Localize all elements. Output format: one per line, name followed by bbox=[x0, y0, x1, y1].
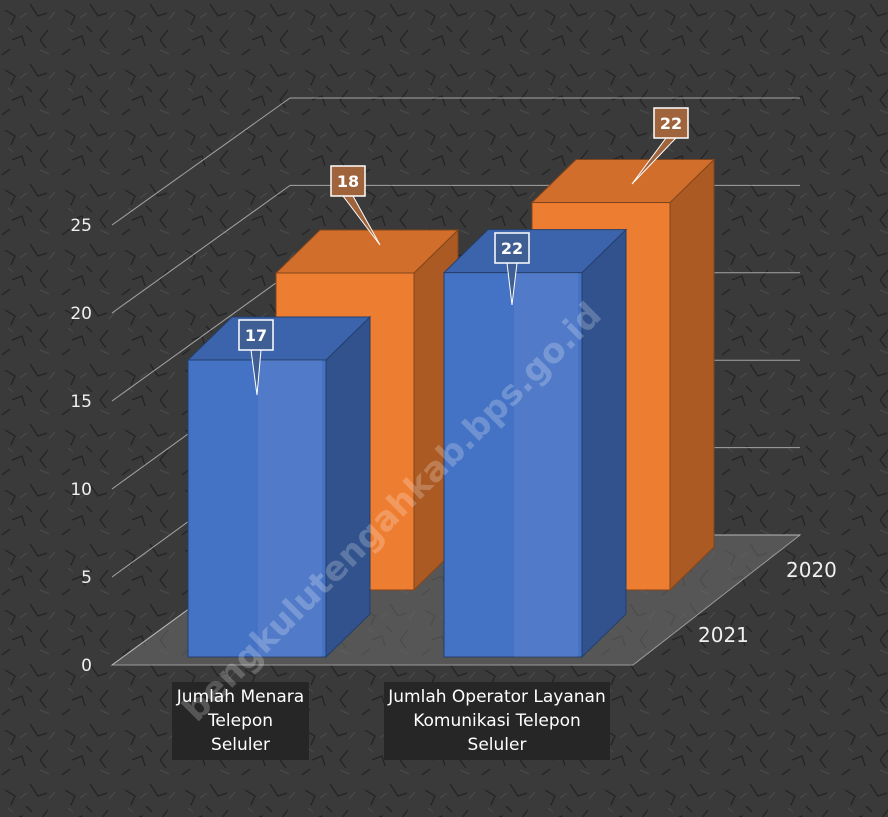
data-label-2021-1-text: 22 bbox=[501, 239, 523, 258]
data-label-2021-1-box bbox=[494, 232, 530, 264]
category-label-line: Telepon bbox=[207, 711, 273, 731]
data-label-2020-0-box bbox=[330, 165, 366, 197]
bar-2021-1-front bbox=[443, 272, 583, 658]
series-label-2020: 2020 bbox=[786, 558, 837, 582]
bar-2021-1-side bbox=[581, 228, 627, 659]
data-label-2020-0: 18 bbox=[330, 165, 381, 246]
bar-2021-1 bbox=[442, 228, 628, 659]
bar-highlight bbox=[514, 272, 578, 657]
bar-2021-0-side bbox=[325, 315, 371, 659]
data-label-2020-1-box bbox=[653, 107, 689, 139]
gridline-side bbox=[111, 184, 291, 314]
data-label-2020-1: 22 bbox=[631, 107, 689, 185]
category-label-line: Jumlah Operator Layanan bbox=[387, 687, 606, 707]
bar-2021-0-front bbox=[187, 359, 327, 658]
y-tick-label: 15 bbox=[70, 392, 92, 412]
gridline-side bbox=[111, 272, 291, 402]
gridline-side bbox=[111, 97, 291, 226]
category-label-line: Komunikasi Telepon bbox=[413, 711, 581, 731]
category-label-box bbox=[172, 682, 309, 760]
data-label-2020-1-text: 22 bbox=[660, 114, 682, 133]
y-tick-label: 25 bbox=[70, 216, 92, 236]
bar-2021-0 bbox=[186, 315, 372, 659]
category-label-box bbox=[384, 682, 610, 760]
category-label-line: Seluler bbox=[468, 735, 527, 755]
y-tick-label: 5 bbox=[81, 568, 92, 588]
category-label-0: Jumlah Menara Telepon Seluler bbox=[172, 682, 309, 760]
y-tick-label: 0 bbox=[81, 656, 92, 676]
series-label-2021: 2021 bbox=[698, 623, 749, 647]
y-tick-label: 10 bbox=[70, 480, 92, 500]
data-label-2021-1: 22 bbox=[494, 232, 530, 306]
y-tick-label: 20 bbox=[70, 304, 92, 324]
category-label-line: Jumlah Menara bbox=[176, 687, 304, 707]
data-label-2020-0-text: 18 bbox=[337, 172, 359, 191]
data-label-2021-0-box bbox=[238, 319, 274, 351]
bar-highlight bbox=[258, 360, 322, 657]
data-label-2021-0-text: 17 bbox=[245, 326, 267, 345]
data-label-2021-0: 17 bbox=[238, 319, 274, 396]
category-label-line: Seluler bbox=[211, 735, 270, 755]
bar-2020-1-side bbox=[669, 158, 715, 592]
category-label-1: Jumlah Operator Layanan Komunikasi Telepo… bbox=[384, 682, 610, 760]
